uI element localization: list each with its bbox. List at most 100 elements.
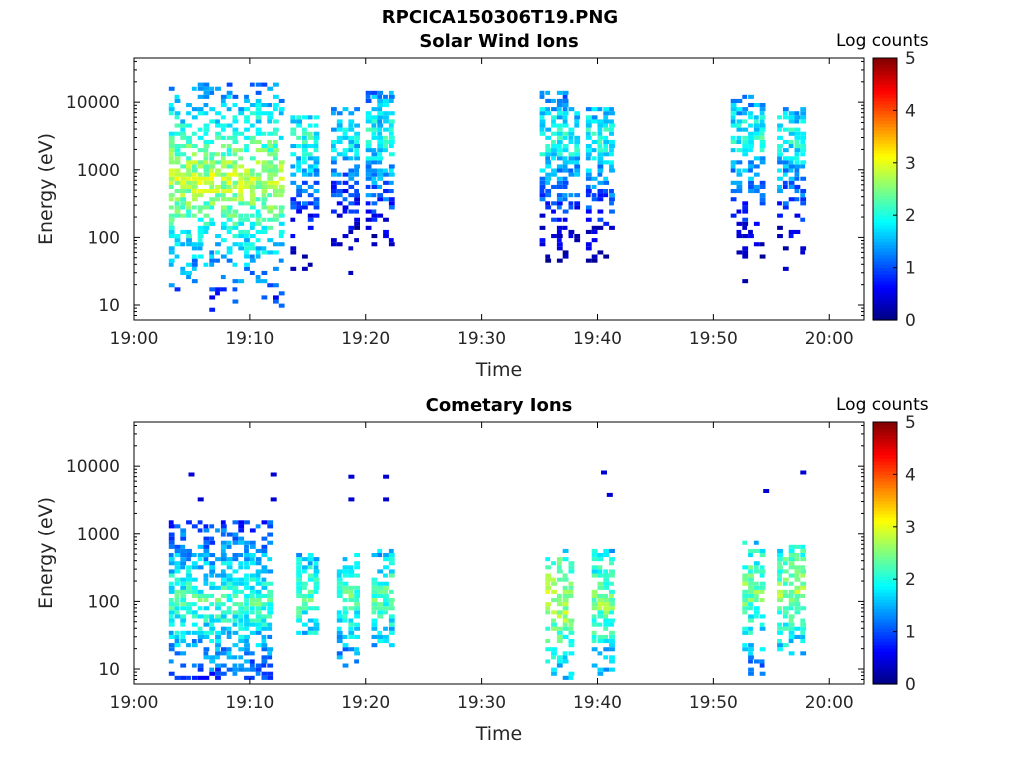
- heatmap-cell: [191, 246, 198, 251]
- heatmap-cell: [354, 553, 360, 558]
- heatmap-cell: [591, 589, 598, 594]
- heatmap-cell: [191, 258, 198, 263]
- heatmap-cell: [273, 119, 279, 124]
- heatmap-cell: [186, 581, 192, 586]
- heatmap-cell: [748, 229, 753, 234]
- heatmap-cell: [174, 168, 181, 173]
- heatmap-cell: [759, 119, 765, 124]
- heatmap-cell: [574, 123, 580, 128]
- heatmap-cell: [249, 598, 256, 603]
- heatmap-cell: [331, 148, 337, 153]
- heatmap-cell: [215, 291, 220, 296]
- heatmap-cell: [238, 189, 244, 194]
- heatmap-cell: [209, 540, 216, 545]
- heatmap-cell: [383, 172, 389, 177]
- heatmap-cell: [261, 618, 267, 623]
- heatmap-cell: [267, 172, 274, 177]
- heatmap-cell: [307, 565, 313, 570]
- heatmap-cell: [215, 123, 221, 128]
- heatmap-cell: [249, 123, 255, 128]
- heatmap-cell: [226, 197, 233, 202]
- heatmap-cell: [609, 127, 614, 132]
- heatmap-cell: [371, 94, 378, 99]
- heatmap-cell: [748, 565, 753, 570]
- colorbar-band: [873, 162, 897, 167]
- heatmap-cell: [191, 107, 198, 112]
- heatmap-cell: [742, 577, 749, 582]
- heatmap-cell: [226, 577, 233, 582]
- heatmap-cell: [597, 107, 603, 112]
- colorbar-band: [873, 238, 897, 243]
- heatmap-cell: [267, 283, 274, 288]
- heatmap-cell: [759, 553, 766, 558]
- heatmap-cell: [794, 139, 800, 144]
- heatmap-cell: [377, 160, 383, 165]
- heatmap-cell: [562, 209, 569, 214]
- heatmap-cell: [336, 123, 343, 128]
- heatmap-cell: [539, 225, 546, 230]
- heatmap-cell: [168, 659, 174, 664]
- heatmap-cell: [800, 107, 807, 112]
- heatmap-cell: [383, 229, 389, 234]
- heatmap-cell: [377, 581, 384, 586]
- heatmap-cell: [377, 553, 383, 558]
- heatmap-cell: [313, 139, 319, 144]
- heatmap-cell: [788, 561, 795, 566]
- heatmap-cell: [591, 131, 597, 136]
- heatmap-cells-0: [168, 82, 807, 312]
- heatmap-cell: [180, 589, 187, 594]
- heatmap-cell: [551, 184, 557, 189]
- heatmap-cell: [562, 250, 569, 255]
- heatmap-cell: [336, 119, 343, 124]
- heatmap-cell: [296, 557, 302, 562]
- heatmap-cell: [545, 606, 551, 611]
- heatmap-cell: [191, 589, 198, 594]
- heatmap-cell: [180, 614, 187, 619]
- heatmap-cell: [591, 148, 597, 153]
- heatmap-cell: [736, 119, 743, 124]
- heatmap-cell: [220, 544, 227, 549]
- heatmap-cell: [296, 156, 301, 161]
- heatmap-cell: [377, 610, 384, 615]
- heatmap-cell: [348, 630, 355, 635]
- heatmap-cell: [232, 655, 238, 660]
- heatmap-cell: [232, 536, 239, 541]
- heatmap-cell: [215, 160, 221, 165]
- heatmap-cell: [551, 209, 556, 214]
- heatmap-cell: [249, 139, 256, 144]
- heatmap-cell: [197, 593, 204, 598]
- heatmap-cell: [220, 585, 227, 590]
- heatmap-cell: [168, 598, 174, 603]
- heatmap-cell: [174, 111, 181, 116]
- heatmap-cell: [354, 585, 360, 590]
- heatmap-cell: [244, 614, 249, 619]
- heatmap-cell: [777, 647, 783, 652]
- heatmap-cell: [261, 639, 267, 644]
- heatmap-cell: [244, 667, 250, 672]
- heatmap-cell: [545, 205, 552, 210]
- heatmap-cell: [267, 606, 274, 611]
- heatmap-cell: [331, 168, 337, 173]
- heatmap-cell: [354, 201, 360, 206]
- heatmap-cell: [348, 497, 355, 502]
- heatmap-cell: [209, 565, 216, 570]
- heatmap-cell: [551, 671, 557, 676]
- heatmap-cell: [191, 197, 198, 202]
- heatmap-cell: [342, 197, 348, 202]
- heatmap-cell: [609, 168, 615, 173]
- heatmap-cell: [209, 553, 216, 558]
- heatmap-cell: [209, 536, 215, 541]
- heatmap-cell: [759, 148, 765, 153]
- heatmap-cell: [365, 184, 371, 189]
- heatmap-cell: [794, 119, 800, 124]
- heatmap-cell: [371, 634, 378, 639]
- heatmap-cell: [354, 152, 359, 157]
- heatmap-cell: [342, 581, 349, 586]
- heatmap-cell: [168, 144, 175, 149]
- heatmap-cell: [354, 626, 360, 631]
- heatmap-cell: [759, 111, 765, 116]
- heatmap-cell: [383, 610, 388, 615]
- colorbar-tick-label: 0: [905, 675, 916, 695]
- heatmap-cell: [568, 201, 574, 206]
- heatmap-cell: [568, 139, 574, 144]
